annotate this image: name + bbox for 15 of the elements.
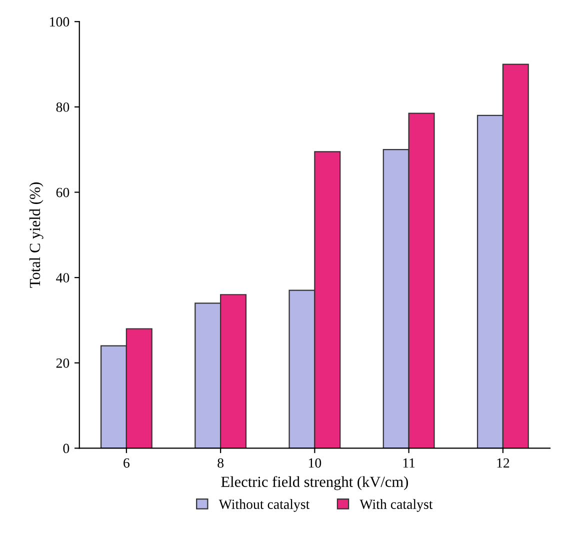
x-tick-label: 12 bbox=[497, 458, 510, 468]
y-tick-label: 100 bbox=[50, 17, 70, 27]
x-tick-label: 8 bbox=[218, 458, 224, 468]
x-tick-label: 11 bbox=[403, 458, 415, 468]
y-axis-title: Total C yield (%) bbox=[29, 182, 44, 288]
legend-label: Without catalyst bbox=[218, 499, 310, 512]
x-tick-label: 6 bbox=[124, 458, 130, 468]
y-tick-label: 0 bbox=[63, 444, 70, 454]
legend-label: With catalyst bbox=[360, 499, 433, 512]
y-tick-label: 60 bbox=[56, 188, 70, 198]
y-tick-label: 80 bbox=[56, 102, 70, 112]
x-tick-label: 10 bbox=[308, 458, 322, 468]
y-tick-label: 40 bbox=[56, 273, 70, 283]
y-tick-label: 20 bbox=[56, 358, 70, 368]
x-axis-title: Electric field strenght (kV/cm) bbox=[221, 476, 408, 490]
